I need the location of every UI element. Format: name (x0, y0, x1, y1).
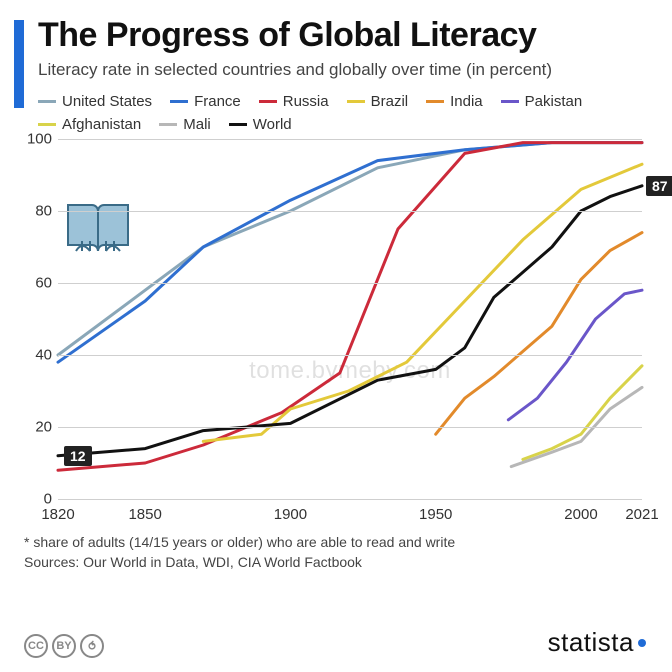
x-tick-label: 1820 (41, 506, 74, 523)
brand-name: statista (548, 627, 634, 658)
legend-label: India (450, 93, 483, 110)
license-badges: CC BY ⥀ (24, 634, 104, 658)
legend-label: Afghanistan (62, 116, 141, 133)
y-tick-label: 20 (22, 419, 52, 436)
gridline (58, 139, 642, 140)
callout-label: 12 (64, 446, 92, 466)
y-tick-label: 0 (22, 491, 52, 508)
legend-label: Pakistan (525, 93, 583, 110)
series-line (203, 164, 642, 441)
legend-item: France (170, 93, 241, 110)
chart-card: The Progress of Global Literacy Literacy… (0, 0, 672, 672)
legend-swatch (170, 100, 188, 103)
x-tick-label: 1900 (274, 506, 307, 523)
accent-bar (14, 20, 24, 108)
brand-logo: statista (548, 627, 648, 658)
legend-label: France (194, 93, 241, 110)
legend-swatch (426, 100, 444, 103)
footnote-definition: * share of adults (14/15 years or older)… (24, 533, 648, 553)
gridline (58, 355, 642, 356)
legend: United States France Russia Brazil India Paki… (38, 93, 648, 133)
legend-swatch (159, 123, 177, 126)
series-line (58, 143, 642, 363)
legend-item: Afghanistan (38, 116, 141, 133)
legend-item: Russia (259, 93, 329, 110)
footnote: * share of adults (14/15 years or older)… (24, 533, 648, 572)
gridline (58, 211, 642, 212)
y-tick-label: 80 (22, 203, 52, 220)
legend-item: Pakistan (501, 93, 583, 110)
y-tick-label: 40 (22, 347, 52, 364)
chart-title: The Progress of Global Literacy (38, 16, 648, 55)
legend-swatch (229, 123, 247, 126)
share-icon: ⥀ (80, 634, 104, 658)
gridline (58, 499, 642, 500)
legend-swatch (501, 100, 519, 103)
legend-swatch (259, 100, 277, 103)
x-tick-label: 1950 (419, 506, 452, 523)
footer: CC BY ⥀ statista (24, 627, 648, 658)
legend-label: Brazil (371, 93, 409, 110)
gridline (58, 427, 642, 428)
legend-swatch (38, 123, 56, 126)
legend-label: United States (62, 93, 152, 110)
series-line (58, 143, 642, 471)
gridline (58, 283, 642, 284)
legend-item: World (229, 116, 292, 133)
legend-item: United States (38, 93, 152, 110)
series-line (523, 366, 642, 460)
legend-label: World (253, 116, 292, 133)
callout-label: 87 (646, 176, 672, 196)
legend-label: Mali (183, 116, 211, 133)
y-tick-label: 60 (22, 275, 52, 292)
chart-subtitle: Literacy rate in selected countries and … (38, 59, 648, 81)
line-plot (58, 139, 642, 499)
x-tick-label: 2021 (625, 506, 658, 523)
legend-label: Russia (283, 93, 329, 110)
legend-swatch (347, 100, 365, 103)
y-tick-label: 100 (22, 131, 52, 148)
chart-area: tome.bymeby.com 020406080100182018501900… (58, 139, 642, 499)
series-line (436, 233, 642, 435)
legend-item: Mali (159, 116, 211, 133)
legend-item: India (426, 93, 483, 110)
x-tick-label: 1850 (128, 506, 161, 523)
header: The Progress of Global Literacy Literacy… (0, 16, 672, 85)
legend-item: Brazil (347, 93, 409, 110)
legend-swatch (38, 100, 56, 103)
by-icon: BY (52, 634, 76, 658)
x-tick-label: 2000 (564, 506, 597, 523)
brand-dot-icon (638, 639, 646, 647)
cc-icon: CC (24, 634, 48, 658)
footnote-sources: Sources: Our World in Data, WDI, CIA Wor… (24, 553, 648, 573)
